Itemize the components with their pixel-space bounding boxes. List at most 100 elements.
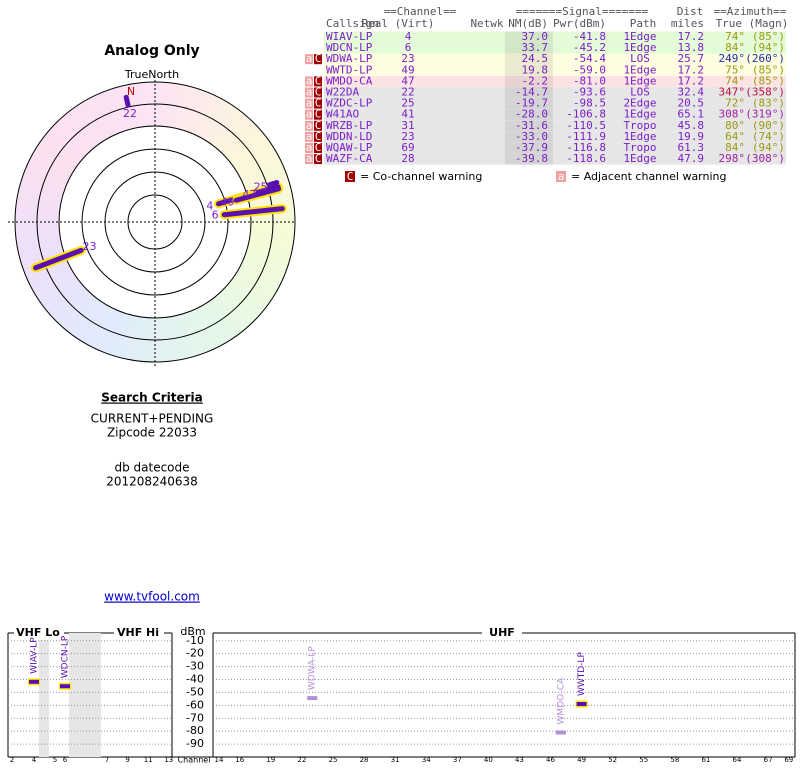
nm: 24.5 bbox=[522, 52, 549, 65]
channel: 6 bbox=[405, 41, 412, 54]
distance: 45.8 bbox=[678, 119, 705, 132]
channel: 69 bbox=[401, 141, 414, 154]
y-tick-label: -70 bbox=[186, 711, 204, 724]
spectrum-frame bbox=[7, 632, 796, 758]
warn-box bbox=[314, 143, 322, 153]
warn-cochannel: C bbox=[315, 108, 322, 121]
distance: 13.8 bbox=[678, 41, 705, 54]
level-callsign: WIAV-LP bbox=[30, 637, 40, 674]
level-callsign: WMDO-CA bbox=[556, 677, 566, 724]
azimuth-true: 72° bbox=[725, 97, 745, 110]
azimuth-magnetic: (319°) bbox=[745, 108, 785, 121]
table-row bbox=[324, 153, 786, 165]
power: -59.0 bbox=[573, 63, 606, 76]
band-title-bg bbox=[482, 630, 522, 638]
y-tick-label: -30 bbox=[186, 660, 204, 673]
x-tick-label: 4 bbox=[32, 756, 37, 764]
y-tick-label: -50 bbox=[186, 685, 204, 698]
power: -110.5 bbox=[566, 119, 606, 132]
polar-title: Analog Only bbox=[104, 43, 199, 59]
path: Tropo bbox=[623, 141, 656, 154]
column-header: Path bbox=[630, 17, 657, 30]
callsign: WDDN-LD bbox=[326, 130, 372, 143]
callsign: WMDO-CA bbox=[326, 74, 373, 87]
level-marker bbox=[555, 730, 566, 735]
column-header: Netwk bbox=[470, 17, 503, 30]
path: 1Edge bbox=[623, 30, 656, 43]
level-marker bbox=[576, 702, 587, 707]
x-axis-label: Channel bbox=[178, 756, 211, 765]
x-tick-label: 64 bbox=[733, 756, 742, 764]
azimuth-true: 80° bbox=[725, 119, 745, 132]
azimuth-true: 298° bbox=[719, 152, 746, 165]
x-tick-label: 40 bbox=[484, 756, 493, 764]
search-title: Search Criteria bbox=[101, 391, 202, 405]
azimuth-true: 249° bbox=[719, 52, 746, 65]
warn-cochannel: C bbox=[315, 97, 322, 110]
distance: 17.2 bbox=[678, 63, 705, 76]
column-header: True (Magn) bbox=[716, 17, 789, 30]
warn-box bbox=[305, 143, 313, 153]
level-callsign: WDWA-LP bbox=[308, 646, 318, 690]
search-line: Zipcode 22033 bbox=[107, 426, 197, 440]
warn-box bbox=[305, 154, 313, 165]
legend-box bbox=[345, 171, 355, 182]
table-header: ==Channel== =======Signal======= Dist ==… bbox=[326, 5, 788, 30]
x-tick-label: 16 bbox=[235, 756, 244, 764]
azimuth-true: 347° bbox=[719, 86, 746, 99]
azimuth-magnetic: (83°) bbox=[752, 97, 785, 110]
bearing-label: 4 bbox=[206, 199, 213, 212]
warn-cochannel: C bbox=[315, 152, 322, 165]
callsign: WZDC-LP bbox=[326, 97, 373, 110]
x-tick-label: 34 bbox=[422, 756, 431, 764]
nm: -33.0 bbox=[515, 130, 548, 143]
site-link[interactable]: www.tvfool.com bbox=[104, 590, 200, 604]
table-row bbox=[324, 53, 786, 65]
band-title: VHF Hi bbox=[117, 626, 159, 639]
band-title: UHF bbox=[489, 626, 515, 639]
channel: 47 bbox=[401, 74, 414, 87]
callsign: WAZF-CA bbox=[326, 152, 373, 165]
table-row bbox=[324, 142, 786, 154]
nm-column-shade bbox=[505, 142, 553, 154]
nm: -2.2 bbox=[522, 74, 549, 87]
warn-box bbox=[305, 76, 313, 87]
column-header: Real (Virt) bbox=[362, 17, 435, 30]
y-tick-label: -60 bbox=[186, 698, 204, 711]
x-tick-label: 2 bbox=[10, 756, 14, 764]
nm: 33.7 bbox=[522, 41, 549, 54]
x-tick-label: 22 bbox=[297, 756, 306, 764]
group-header: ==Channel== bbox=[384, 5, 457, 18]
channel: 23 bbox=[401, 52, 414, 65]
table-row bbox=[324, 31, 786, 43]
x-tick-label: 67 bbox=[764, 756, 773, 764]
group-header: Dist bbox=[677, 5, 704, 18]
nm-column-shade bbox=[505, 31, 553, 43]
level-marker bbox=[307, 696, 318, 701]
y-tick-label: -90 bbox=[186, 737, 204, 750]
warn-adjacent: a bbox=[306, 108, 313, 121]
channel: 49 bbox=[401, 63, 414, 76]
x-tick-label: 11 bbox=[144, 756, 153, 764]
path: 1Edge bbox=[623, 63, 656, 76]
band-title-bg bbox=[114, 630, 164, 638]
callsign: WWTD-LP bbox=[326, 63, 373, 76]
channel-shade bbox=[39, 640, 49, 757]
callsign: W41AO bbox=[326, 108, 359, 121]
nm-column-shade bbox=[505, 98, 553, 110]
path: Tropo bbox=[623, 119, 656, 132]
nm: 37.0 bbox=[522, 30, 549, 43]
power: -116.8 bbox=[566, 141, 606, 154]
nm-column-shade bbox=[505, 120, 553, 132]
callsign: WRZB-LP bbox=[326, 119, 373, 132]
x-tick-label: 52 bbox=[608, 756, 617, 764]
warn-adjacent: a bbox=[306, 52, 313, 65]
path: 2Edge bbox=[623, 97, 656, 110]
x-tick-label: 28 bbox=[360, 756, 369, 764]
x-tick-label: 19 bbox=[266, 756, 275, 764]
nm: -39.8 bbox=[515, 152, 548, 165]
x-tick-label: 6 bbox=[63, 756, 68, 764]
nm-column-shade bbox=[505, 109, 553, 121]
group-header: ==Azimuth== bbox=[714, 5, 787, 18]
